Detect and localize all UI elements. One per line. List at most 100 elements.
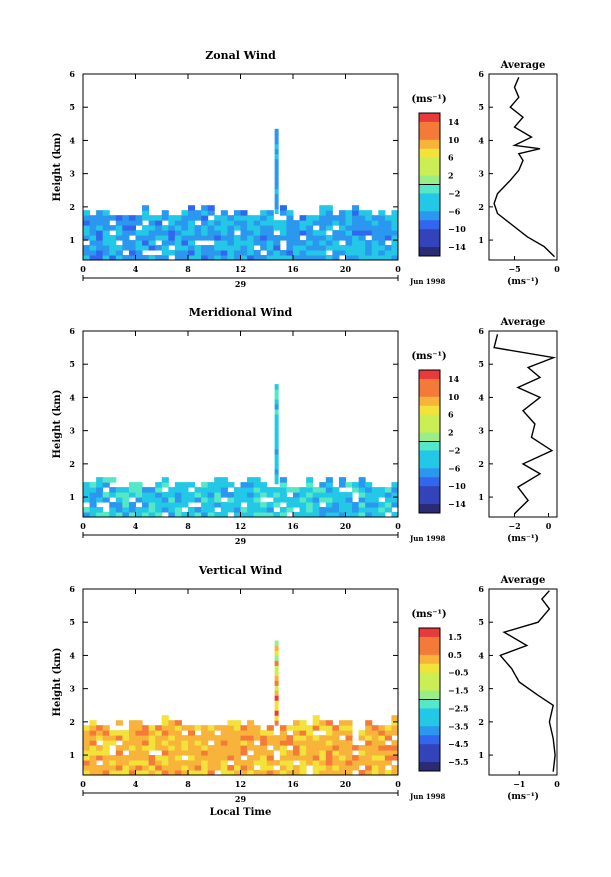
heat-cell bbox=[155, 225, 163, 231]
heat-cell bbox=[338, 765, 346, 771]
heat-cell bbox=[155, 765, 163, 771]
y-tick-label: 3 bbox=[69, 684, 75, 694]
heat-cell bbox=[345, 245, 353, 251]
heat-cell bbox=[122, 745, 130, 751]
heat-cell bbox=[279, 760, 287, 766]
heat-cell bbox=[371, 255, 379, 261]
heat-cell bbox=[201, 755, 209, 761]
heat-cell bbox=[240, 765, 248, 771]
heat-cell bbox=[365, 765, 373, 771]
heat-cell bbox=[266, 740, 274, 746]
heat-cell bbox=[345, 250, 353, 256]
heat-cell bbox=[128, 750, 136, 756]
heat-cell bbox=[128, 507, 136, 513]
heat-cell bbox=[174, 230, 182, 236]
colorbar-swatch bbox=[419, 495, 440, 505]
heat-cell bbox=[148, 245, 156, 251]
heat-cell bbox=[358, 770, 366, 776]
heat-cell bbox=[115, 730, 123, 736]
heat-cell bbox=[312, 220, 320, 226]
heat-cell bbox=[279, 225, 287, 231]
heat-cell bbox=[109, 740, 117, 746]
heat-cell bbox=[220, 502, 228, 508]
heat-cell bbox=[240, 507, 248, 513]
heat-cell bbox=[299, 220, 307, 226]
heat-cell bbox=[214, 220, 222, 226]
heat-cell bbox=[174, 730, 182, 736]
heat-cell bbox=[371, 725, 379, 731]
heat-cell bbox=[122, 740, 130, 746]
heat-cell bbox=[135, 492, 143, 498]
heat-cell bbox=[273, 760, 281, 766]
heat-cell bbox=[253, 477, 261, 483]
heat-cell bbox=[279, 755, 287, 761]
heat-cell bbox=[233, 215, 241, 221]
heat-cell bbox=[115, 245, 123, 251]
heat-cell bbox=[371, 245, 379, 251]
x-tick-label: 8 bbox=[185, 521, 191, 531]
heat-cell bbox=[293, 225, 301, 231]
heat-cell bbox=[155, 770, 163, 776]
heat-cell bbox=[161, 255, 169, 261]
heat-cell bbox=[279, 730, 287, 736]
colorbar-swatch bbox=[419, 378, 440, 389]
heat-cell bbox=[274, 700, 279, 706]
heat-cell bbox=[201, 255, 209, 261]
heat-cell bbox=[128, 225, 136, 231]
heat-cell bbox=[345, 210, 353, 216]
heat-cell bbox=[274, 173, 279, 180]
heat-cell bbox=[306, 235, 314, 241]
heat-cell bbox=[161, 497, 169, 503]
heat-cell bbox=[279, 205, 287, 211]
heat-cell bbox=[319, 512, 327, 518]
heat-cell bbox=[115, 755, 123, 761]
heat-cell bbox=[115, 750, 123, 756]
heat-cell bbox=[391, 725, 399, 731]
heat-cell bbox=[325, 730, 333, 736]
heat-cell bbox=[274, 153, 279, 160]
heat-cell bbox=[293, 745, 301, 751]
heat-cell bbox=[319, 220, 327, 226]
heat-cell bbox=[338, 730, 346, 736]
heat-cell bbox=[207, 730, 215, 736]
heat-cell bbox=[194, 755, 202, 761]
heat-cell bbox=[174, 765, 182, 771]
colorbar-unit: (ms⁻¹) bbox=[411, 94, 446, 105]
heat-cell bbox=[338, 210, 346, 216]
heat-cell bbox=[135, 730, 143, 736]
heat-cell bbox=[168, 235, 176, 241]
heat-cell bbox=[306, 740, 314, 746]
heat-cell bbox=[207, 225, 215, 231]
heat-cell bbox=[174, 502, 182, 508]
heat-cell bbox=[174, 215, 182, 221]
heat-cell bbox=[286, 255, 294, 261]
heat-cell bbox=[233, 512, 241, 518]
heat-cell bbox=[247, 477, 255, 483]
heat-cell bbox=[391, 492, 399, 498]
heat-cell bbox=[227, 720, 235, 726]
heat-cell bbox=[365, 507, 373, 513]
heat-cell bbox=[260, 745, 268, 751]
heat-cell bbox=[312, 725, 320, 731]
heat-cell bbox=[358, 487, 366, 493]
heat-cell bbox=[135, 482, 143, 488]
heat-cell bbox=[168, 725, 176, 731]
heat-cell bbox=[279, 487, 287, 493]
heat-cell bbox=[233, 770, 241, 776]
heat-cell bbox=[260, 730, 268, 736]
heat-cell bbox=[148, 755, 156, 761]
heat-cell bbox=[266, 487, 274, 493]
heat-cell bbox=[293, 770, 301, 776]
heat-cell bbox=[312, 215, 320, 221]
x-tick-label: 16 bbox=[287, 521, 299, 531]
heat-cell bbox=[135, 755, 143, 761]
profile-x-tick-label: −2 bbox=[508, 521, 520, 531]
heat-cell bbox=[181, 497, 189, 503]
heat-cell bbox=[253, 255, 261, 261]
heat-cell bbox=[128, 720, 136, 726]
heat-cell bbox=[345, 735, 353, 741]
heat-cell bbox=[83, 210, 91, 216]
heat-cell bbox=[233, 250, 241, 256]
profile-title: Average bbox=[500, 60, 546, 71]
